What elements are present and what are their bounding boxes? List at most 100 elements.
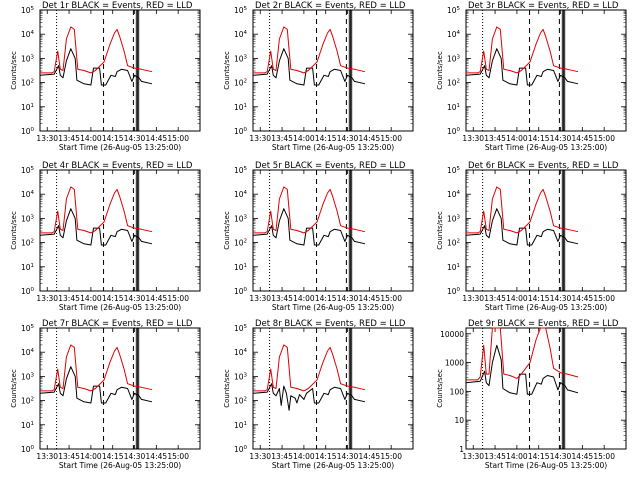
x-tick-label: 15:00 [380, 452, 402, 461]
detector-panel: Det 4r BLACK = Events, RED = LLD 13:30 13:… [10, 161, 201, 312]
x-tick-label: 14:30 [124, 452, 146, 461]
x-tick-label: 13:30 [462, 134, 484, 143]
y-tick-label: 10 [454, 416, 464, 425]
events-series-line [252, 383, 366, 411]
y-tick-label: 104 [21, 30, 35, 39]
y-tick-label: 100 [447, 127, 461, 136]
x-tick-label: 14:00 [506, 134, 528, 143]
x-tick-label: 14:00 [506, 452, 528, 461]
x-tick-label: 14:45 [359, 294, 381, 303]
lld-series-line [253, 26, 366, 74]
x-tick-label: 15:00 [167, 294, 189, 303]
x-tick-label: 13:30 [462, 294, 484, 303]
x-tick-label: 14:30 [124, 294, 146, 303]
y-tick-label: 104 [21, 348, 35, 357]
y-tick-label: 100 [234, 127, 248, 136]
x-tick-label: 14:45 [146, 452, 168, 461]
y-tick-label: 103 [21, 372, 35, 381]
panel-title: Det 6r BLACK = Events, RED = LLD [468, 161, 619, 171]
y-tick-label: 102 [21, 79, 34, 88]
y-tick-label: 102 [234, 397, 247, 406]
y-axis-label: Counts/sec [223, 211, 231, 250]
x-tick-label: 13:30 [36, 452, 58, 461]
x-tick-label: 14:30 [337, 134, 359, 143]
x-tick-label: 15:00 [167, 452, 189, 461]
x-tick-label: 14:15 [528, 134, 550, 143]
y-tick-label: 103 [21, 214, 35, 223]
x-tick-label: 13:30 [462, 452, 484, 461]
x-tick-label: 14:15 [102, 134, 124, 143]
x-axis-label: Start Time (26-Aug-05 13:25:00) [485, 143, 607, 152]
x-axis-label: Start Time (26-Aug-05 13:25:00) [272, 303, 394, 312]
y-tick-label: 102 [447, 239, 460, 248]
detector-panel: Det 8r BLACK = Events, RED = LLD 13:30 13:… [223, 319, 414, 470]
panel-title: Det 3r BLACK = Events, RED = LLD [468, 1, 619, 11]
x-tick-label: 14:45 [572, 452, 594, 461]
x-axis-label: Start Time (26-Aug-05 13:25:00) [272, 143, 394, 152]
events-series-line [465, 208, 579, 246]
y-tick-label: 100 [234, 287, 248, 296]
plot-frame [252, 327, 414, 450]
y-tick-label: 100 [21, 445, 35, 454]
y-axis-label: Counts/sec [10, 369, 18, 408]
y-axis-label: Counts/sec [436, 211, 444, 250]
x-tick-label: 14:30 [550, 134, 572, 143]
x-tick-label: 14:30 [124, 134, 146, 143]
y-tick-label: 104 [234, 348, 248, 357]
x-tick-label: 14:30 [337, 294, 359, 303]
x-tick-label: 14:00 [80, 134, 102, 143]
panel-title: Det 2r BLACK = Events, RED = LLD [255, 1, 406, 11]
x-tick-label: 14:00 [506, 294, 528, 303]
x-tick-label: 14:45 [146, 294, 168, 303]
lld-series-line [466, 327, 579, 381]
y-tick-label: 100 [21, 127, 35, 136]
x-tick-label: 14:30 [337, 452, 359, 461]
x-tick-label: 13:45 [58, 452, 80, 461]
y-tick-label: 100 [447, 287, 461, 296]
x-axis-label: Start Time (26-Aug-05 13:25:00) [59, 143, 181, 152]
x-axis-label: Start Time (26-Aug-05 13:25:00) [485, 303, 607, 312]
y-axis-label: Counts/sec [436, 369, 444, 408]
x-tick-label: 14:45 [572, 134, 594, 143]
x-tick-label: 13:45 [271, 452, 293, 461]
x-tick-label: 14:30 [550, 452, 572, 461]
y-tick-label: 101 [234, 263, 247, 272]
x-tick-label: 15:00 [380, 294, 402, 303]
x-tick-label: 14:00 [80, 294, 102, 303]
lld-series-line [40, 26, 153, 74]
y-axis-label: Counts/sec [10, 211, 18, 250]
x-tick-label: 15:00 [593, 294, 615, 303]
x-tick-label: 14:15 [102, 452, 124, 461]
y-tick-label: 100 [21, 287, 35, 296]
x-axis-label: Start Time (26-Aug-05 13:25:00) [59, 303, 181, 312]
x-tick-label: 13:45 [58, 134, 80, 143]
x-axis-label: Start Time (26-Aug-05 13:25:00) [485, 461, 607, 470]
detector-panel: Det 7r BLACK = Events, RED = LLD 13:30 13:… [10, 319, 201, 470]
x-tick-label: 15:00 [380, 134, 402, 143]
y-tick-label: 105 [447, 166, 461, 175]
x-tick-label: 14:15 [102, 294, 124, 303]
y-tick-label: 103 [21, 54, 35, 63]
x-axis-label: Start Time (26-Aug-05 13:25:00) [59, 461, 181, 470]
y-axis-label: Counts/sec [223, 51, 231, 90]
plot-frame [39, 9, 201, 132]
y-tick-label: 103 [447, 54, 461, 63]
y-tick-label: 101 [21, 103, 34, 112]
detector-panel: Det 9r BLACK = Events, RED = LLD 13:30 13:… [436, 319, 627, 470]
x-tick-label: 13:30 [249, 294, 271, 303]
y-tick-label: 101 [21, 263, 34, 272]
events-series-line [39, 366, 153, 404]
x-tick-label: 13:45 [484, 134, 506, 143]
y-tick-label: 104 [21, 190, 35, 199]
x-tick-label: 15:00 [593, 134, 615, 143]
y-tick-label: 105 [447, 6, 461, 15]
x-tick-label: 14:45 [359, 452, 381, 461]
y-tick-label: 104 [234, 190, 248, 199]
x-tick-label: 14:45 [572, 294, 594, 303]
y-tick-label: 1000 [445, 359, 464, 368]
detector-panel: Det 1r BLACK = Events, RED = LLD 13:30 13:… [10, 1, 201, 152]
detector-panel: Det 2r BLACK = Events, RED = LLD 13:30 13:… [223, 1, 414, 152]
events-series-line [465, 48, 579, 86]
panel-title: Det 7r BLACK = Events, RED = LLD [42, 319, 193, 329]
events-series-line [39, 208, 153, 246]
